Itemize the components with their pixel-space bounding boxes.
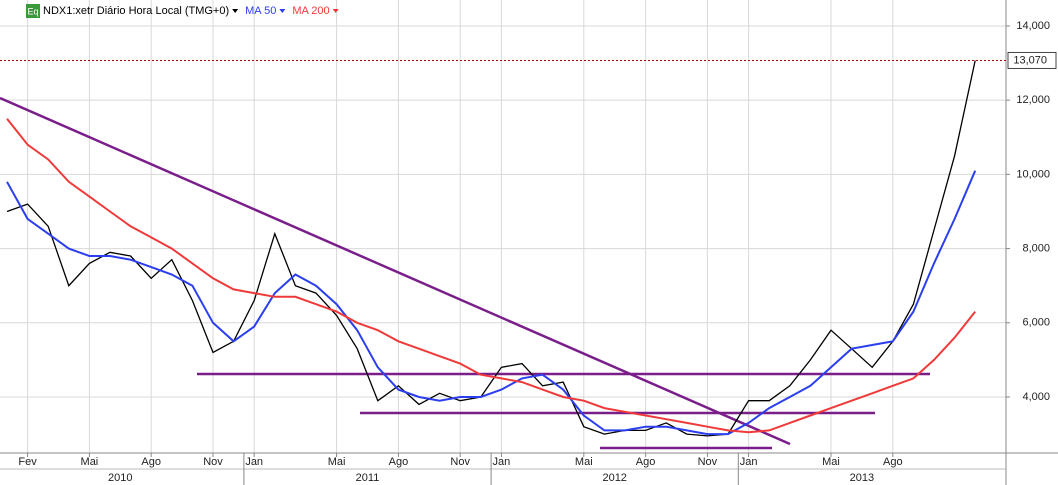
x-tick-label: Mai [822, 456, 840, 468]
trend-line [0, 96, 791, 446]
y-tick-label: 8,000 [1022, 242, 1050, 254]
legend-arrow [332, 9, 339, 13]
y-tick-label: 6,000 [1022, 317, 1050, 329]
year-label: 2013 [850, 472, 874, 484]
x-tick-label: Nov [203, 456, 223, 468]
last-price-label: 13,070 [1013, 54, 1047, 66]
y-tick-label: 10,000 [1016, 168, 1050, 180]
legend-entry: MA 50 [245, 5, 276, 17]
legend: Eq NDX1:xetr Diário Hora Local (TMG+0) MA… [26, 4, 339, 18]
x-tick-label: Ago [141, 456, 161, 468]
x-tick-label: Jan [493, 456, 511, 468]
x-tick-label: Mai [575, 456, 593, 468]
x-tick-label: Jan [740, 456, 758, 468]
series-line [6, 170, 977, 436]
legend-arrow [232, 9, 239, 13]
x-tick-label: Ago [883, 456, 903, 468]
x-tick-label: Fev [18, 456, 37, 468]
series-line [6, 60, 976, 437]
badge [26, 4, 40, 18]
badge-text: Eq [27, 6, 38, 16]
x-tick-label: Nov [450, 456, 470, 468]
x-tick-label: Jan [245, 456, 263, 468]
y-tick-label: 4,000 [1022, 391, 1050, 403]
y-tick-label: 14,000 [1016, 20, 1050, 32]
year-label: 2011 [356, 472, 380, 484]
x-tick-label: Nov [698, 456, 718, 468]
year-label: 2010 [108, 472, 132, 484]
year-label: 2012 [602, 472, 626, 484]
x-tick-label: Mai [328, 456, 346, 468]
legend-entry: MA 200 [292, 5, 329, 17]
y-tick-label: 12,000 [1016, 94, 1050, 106]
x-tick-label: Ago [389, 456, 409, 468]
last-price-box [1007, 51, 1057, 69]
x-tick-label: Mai [81, 456, 99, 468]
legend-arrow [279, 9, 286, 13]
series-line [6, 118, 976, 434]
x-tick-label: Ago [636, 456, 656, 468]
legend-entry: NDX1:xetr Diário Hora Local (TMG+0) [43, 5, 229, 17]
